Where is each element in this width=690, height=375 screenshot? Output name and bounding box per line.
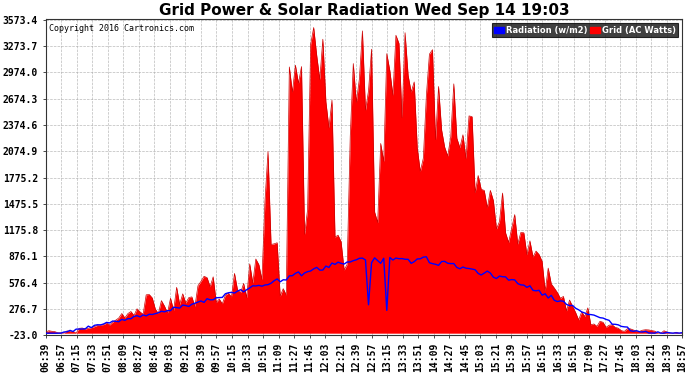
Legend: Radiation (w/m2), Grid (AC Watts): Radiation (w/m2), Grid (AC Watts) [492, 23, 678, 37]
Title: Grid Power & Solar Radiation Wed Sep 14 19:03: Grid Power & Solar Radiation Wed Sep 14 … [159, 3, 569, 18]
Text: Copyright 2016 Cartronics.com: Copyright 2016 Cartronics.com [49, 24, 194, 33]
